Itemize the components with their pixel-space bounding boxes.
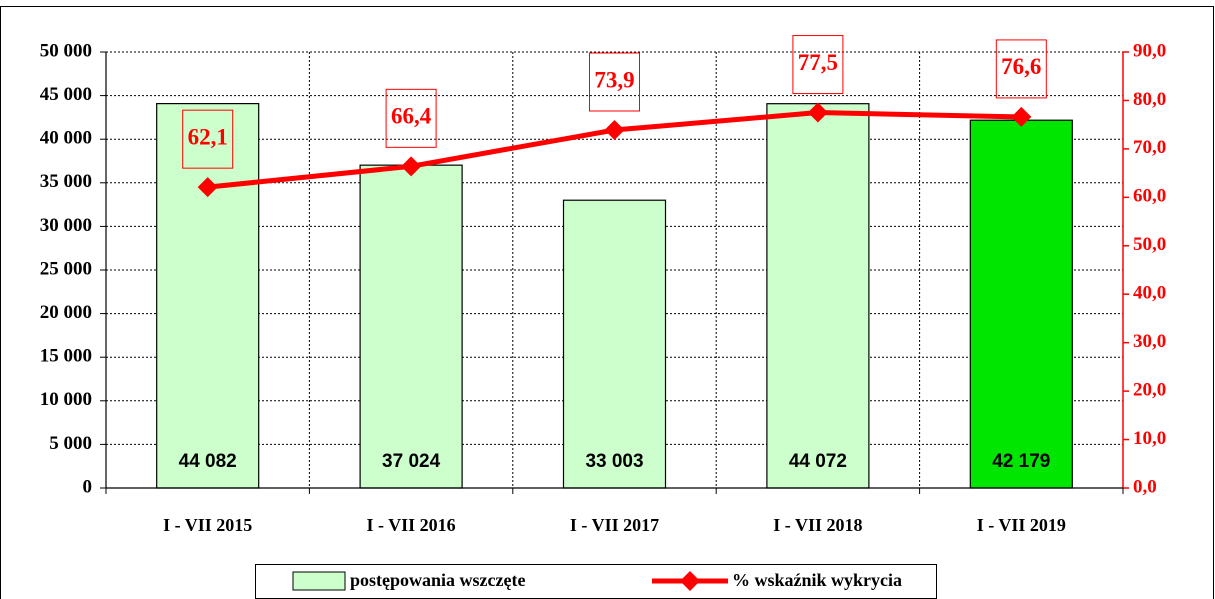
y2-tick-label: 90,0 xyxy=(1133,40,1166,61)
value-label-box xyxy=(792,35,844,95)
line-marker xyxy=(401,156,422,177)
y-tick-label: 25 000 xyxy=(40,258,92,279)
legend-marker xyxy=(680,571,700,591)
y2-tick-label: 10,0 xyxy=(1133,428,1166,449)
value-label-box xyxy=(589,52,640,112)
line-value-label: 62,1 xyxy=(188,124,228,149)
line-value-label: 77,5 xyxy=(798,50,838,75)
x-tick-label: I - VII 2019 xyxy=(977,515,1066,535)
y-tick-label: 40 000 xyxy=(40,128,92,149)
bar xyxy=(969,119,1073,489)
legend-label: postępowania wszczęte xyxy=(350,570,525,590)
y2-tick-label: 30,0 xyxy=(1133,331,1166,352)
bar xyxy=(562,199,667,489)
y-tick-label: 0 xyxy=(83,476,93,497)
y2-tick-label: 20,0 xyxy=(1133,379,1166,400)
legend-label: % wskaźnik wykrycia xyxy=(732,570,902,590)
y2-tick-label: 50,0 xyxy=(1133,234,1166,255)
bar xyxy=(156,103,260,489)
y-tick-label: 20 000 xyxy=(40,302,92,323)
x-tick-label: I - VII 2018 xyxy=(773,515,862,535)
y-tick-label: 15 000 xyxy=(40,346,92,367)
x-tick-label: I - VII 2015 xyxy=(163,515,252,535)
y2-tick-label: 80,0 xyxy=(1133,89,1166,110)
y-tick-label: 45 000 xyxy=(40,84,92,105)
y2-tick-label: 40,0 xyxy=(1133,283,1166,304)
value-label-box xyxy=(182,109,234,169)
y2-tick-label: 70,0 xyxy=(1133,137,1166,158)
value-label-box xyxy=(385,88,437,148)
bar-value-label: 44 082 xyxy=(179,451,237,472)
line-marker xyxy=(197,177,218,198)
bar-value-label: 33 003 xyxy=(585,451,643,472)
value-label-box xyxy=(995,39,1047,99)
y-tick-label: 30 000 xyxy=(40,215,92,236)
legend-box xyxy=(255,564,937,599)
y-tick-label: 10 000 xyxy=(40,389,92,410)
line-marker xyxy=(604,119,625,140)
y2-tick-label: 60,0 xyxy=(1133,186,1166,207)
y2-tick-label: 0,0 xyxy=(1133,476,1157,497)
line-value-label: 73,9 xyxy=(594,67,634,92)
legend-swatch xyxy=(292,571,346,591)
y-tick-label: 50 000 xyxy=(40,40,92,61)
bar xyxy=(766,103,870,489)
bar-value-label: 37 024 xyxy=(382,451,441,472)
x-tick-label: I - VII 2016 xyxy=(367,515,456,535)
line-marker xyxy=(807,102,828,123)
line-value-label: 76,6 xyxy=(1001,54,1041,79)
frame xyxy=(0,6,1214,599)
bar-value-label: 44 072 xyxy=(789,451,847,472)
x-tick-label: I - VII 2017 xyxy=(570,515,659,535)
line-marker xyxy=(1011,106,1032,127)
y-tick-label: 5 000 xyxy=(49,433,92,454)
bar xyxy=(359,164,463,489)
line-value-label: 66,4 xyxy=(391,104,432,129)
bar-value-label: 42 179 xyxy=(992,451,1050,472)
y-tick-label: 35 000 xyxy=(40,171,92,192)
